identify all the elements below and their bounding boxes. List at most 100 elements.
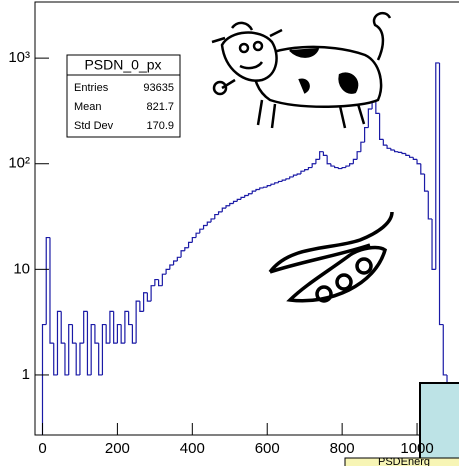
annotation: PSDEnerg [378, 456, 430, 466]
x-tick-label: 200 [105, 440, 130, 457]
histogram-bin [405, 153, 410, 156]
histogram-bin [131, 324, 137, 344]
overlay-pad [419, 382, 459, 466]
y-tick-label: 10² [8, 155, 30, 172]
y-tick-label: 10³ [8, 49, 30, 66]
histogram-bin [390, 148, 395, 151]
histogram-bin [296, 173, 301, 176]
histogram-bin [53, 343, 58, 376]
histogram-bin [289, 176, 294, 179]
plot-frame [34, 1, 459, 436]
histogram-bin [180, 250, 185, 258]
y-tick-label: 10 [13, 260, 30, 277]
histogram-bin [191, 236, 197, 243]
histogram-bin [292, 174, 298, 177]
histogram-bin [341, 166, 346, 169]
histogram-bin [386, 145, 391, 149]
histogram-bin [225, 205, 230, 209]
histogram-bin [217, 211, 223, 215]
histogram-bin [251, 190, 256, 194]
histogram-bin [221, 207, 227, 212]
histogram-bin [154, 278, 159, 286]
histogram-bin [146, 292, 152, 302]
histogram-bin [247, 193, 253, 196]
histogram-bin [330, 163, 335, 167]
histogram-bin [229, 202, 234, 206]
histogram-bin [304, 168, 309, 172]
histogram-bin [71, 324, 77, 344]
stats-title: PSDN_0_px [84, 57, 161, 73]
histogram-bin [202, 224, 208, 230]
histogram-bin [382, 139, 388, 146]
x-tick-label: 600 [255, 440, 280, 457]
overlay-label-box [344, 457, 459, 466]
histogram-bin [113, 311, 118, 344]
histogram-bin [262, 186, 268, 188]
histogram-bin [60, 311, 65, 344]
histogram-bin [184, 247, 189, 251]
histogram-bin [326, 155, 331, 165]
x-tick-label: 0 [38, 440, 46, 457]
histogram-bin [86, 311, 92, 376]
histogram-bin [266, 185, 271, 188]
histogram-bin [393, 149, 399, 153]
stats-box: PSDN_0_px Entries 93635 Mean 821.7 Std D… [66, 54, 181, 138]
histogram-bin [206, 221, 212, 226]
stats-value: 170.9 [146, 120, 174, 132]
histogram-bin [83, 310, 88, 344]
histogram-bin [420, 163, 425, 175]
histogram-bin [356, 151, 361, 160]
histogram-bin [79, 342, 84, 375]
histogram-bin [94, 324, 99, 344]
histogram-bin [315, 158, 320, 164]
histogram-bin [285, 178, 290, 181]
histogram-bin [165, 268, 170, 275]
histogram-bin [270, 183, 275, 186]
histogram-bin [143, 292, 148, 312]
histogram-bin [274, 182, 279, 185]
histogram-bin [232, 200, 238, 204]
histogram-bin [281, 179, 286, 182]
histogram-bin [255, 188, 260, 192]
histogram-bin [352, 158, 358, 164]
histogram-bin [210, 218, 215, 223]
histogram-bin [101, 323, 107, 375]
x-tick-label: 400 [180, 440, 205, 457]
histogram-bin [199, 228, 204, 234]
histogram-bin [236, 198, 242, 202]
histogram-bin [49, 237, 54, 344]
histogram-bin [109, 310, 114, 344]
histogram-bin [139, 301, 144, 312]
histogram-bin [311, 163, 316, 168]
histogram-bin [214, 213, 219, 219]
histogram-bin [172, 260, 178, 265]
histogram-bin [431, 218, 436, 270]
cow-doodle [211, 11, 392, 129]
histogram-bin [300, 170, 305, 174]
histogram-bin [401, 152, 406, 155]
histogram-bin [45, 236, 50, 325]
stats-value: 93635 [143, 82, 174, 94]
histogram-bin [397, 151, 403, 154]
histogram-bin [90, 323, 95, 375]
histogram-bin [322, 151, 328, 156]
stats-key: Mean [74, 101, 102, 113]
histogram-bin [442, 324, 448, 376]
histogram-bin [244, 194, 249, 198]
histogram-bin [124, 310, 129, 344]
histogram-bin [187, 241, 193, 248]
histogram-bin [378, 113, 384, 140]
histogram-bin [41, 323, 47, 435]
histogram-bin [169, 264, 174, 270]
stats-key: Entries [74, 82, 109, 94]
histogram-bin [135, 300, 140, 344]
histogram-bin [240, 196, 245, 200]
stats-value: 821.7 [146, 101, 174, 113]
histogram-bin [150, 285, 155, 302]
histogram-bin [375, 96, 380, 114]
histogram-bin [128, 311, 133, 326]
histogram-bin [64, 343, 69, 376]
pea-pod-doodle [268, 211, 394, 303]
